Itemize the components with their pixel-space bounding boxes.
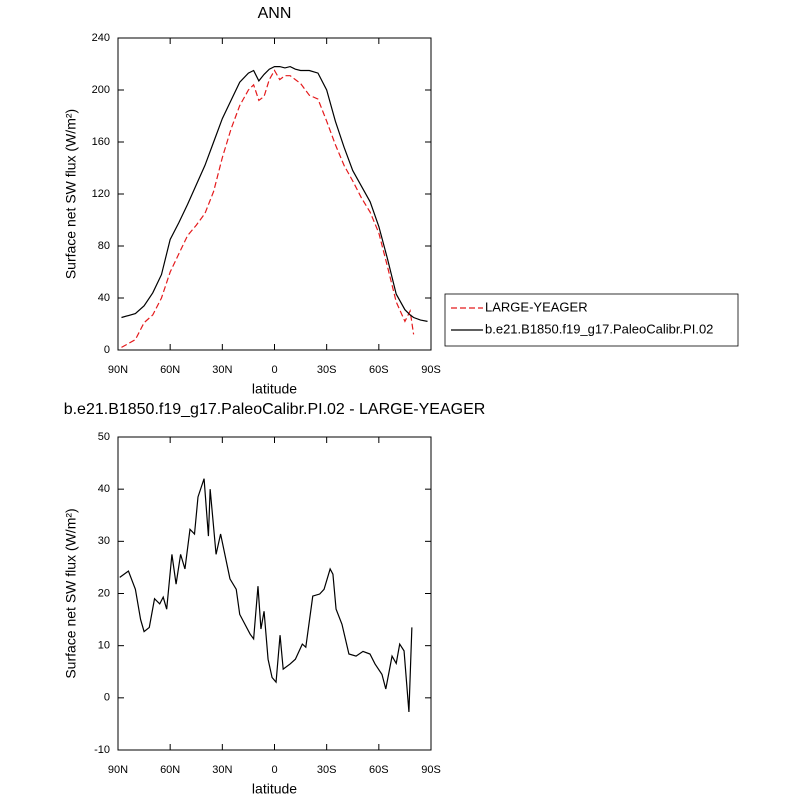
y-tick-label: 30 [98,535,110,547]
x-tick-label: 30S [317,364,337,376]
x-tick-label: 90S [421,764,441,776]
data-line [121,69,415,348]
y-tick-label: 40 [98,292,110,304]
x-axis-label: latitude [252,381,297,397]
y-axis-label: Surface net SW flux (W/m²) [63,109,79,279]
legend-label: LARGE-YEAGER [485,299,588,314]
y-tick-label: 20 [98,587,110,599]
data-line [119,478,413,712]
y-tick-label: -10 [94,744,110,756]
legend-box [444,293,739,347]
plot-frame [117,37,432,351]
y-tick-label: 40 [98,483,110,495]
x-tick-label: 60N [160,364,180,376]
y-tick-label: 50 [98,431,110,443]
y-tick-label: 0 [104,344,110,356]
legend-label: b.e21.B1850.f19_g17.PaleoCalibr.PI.02 [485,321,713,336]
x-tick-label: 60S [369,364,389,376]
x-tick-label: 90N [108,764,128,776]
x-tick-label: 90S [421,364,441,376]
x-tick-label: 30N [212,764,232,776]
y-axis-label: Surface net SW flux (W/m²) [63,508,79,678]
x-axis-label: latitude [252,781,297,797]
plot-frame [117,436,432,751]
y-tick-label: 160 [92,136,110,148]
x-tick-label: 30S [317,764,337,776]
x-tick-label: 90N [108,364,128,376]
x-tick-label: 60S [369,764,389,776]
y-tick-label: 200 [92,84,110,96]
chart-title: ANN [258,5,292,22]
y-tick-label: 80 [98,240,110,252]
y-tick-label: 120 [92,188,110,200]
x-tick-label: 0 [271,764,277,776]
y-tick-label: 0 [104,692,110,704]
y-tick-label: 240 [92,32,110,44]
chart-title: b.e21.B1850.f19_g17.PaleoCalibr.PI.02 - … [64,401,486,418]
x-tick-label: 60N [160,764,180,776]
data-line [121,65,428,322]
x-tick-label: 0 [271,364,277,376]
y-tick-label: 10 [98,640,110,652]
x-tick-label: 30N [212,364,232,376]
